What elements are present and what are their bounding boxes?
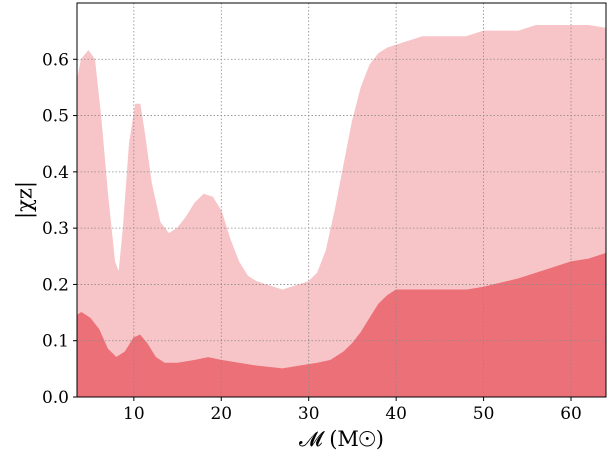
- y-tick-label: 0.4: [42, 163, 69, 183]
- y-tick-label: 0.5: [42, 107, 69, 127]
- x-tick-label: 40: [385, 404, 407, 424]
- y-tick-label: 0.0: [42, 388, 69, 408]
- y-axis-label: |χz|: [12, 181, 37, 219]
- tick-layer: 10 20 30 40 50 60 0.0 0.1 0.2 0.3 0.4 0.5 0.6: [42, 50, 582, 424]
- y-tick-label: 0.6: [42, 50, 69, 70]
- area-layer: [76, 25, 607, 398]
- x-tick-label: 60: [560, 404, 582, 424]
- area-series-2: [76, 252, 607, 398]
- y-tick-label: 0.3: [42, 219, 69, 239]
- x-axis-label: 𝓜 (M☉): [299, 427, 384, 451]
- x-tick-label: 10: [123, 404, 145, 424]
- y-tick-label: 0.1: [42, 332, 69, 352]
- x-tick-label: 30: [298, 404, 320, 424]
- plot-frame: [76, 2, 607, 398]
- x-tick-label: 20: [210, 404, 232, 424]
- x-tick-label: 50: [473, 404, 495, 424]
- y-tick-label: 0.2: [42, 275, 69, 295]
